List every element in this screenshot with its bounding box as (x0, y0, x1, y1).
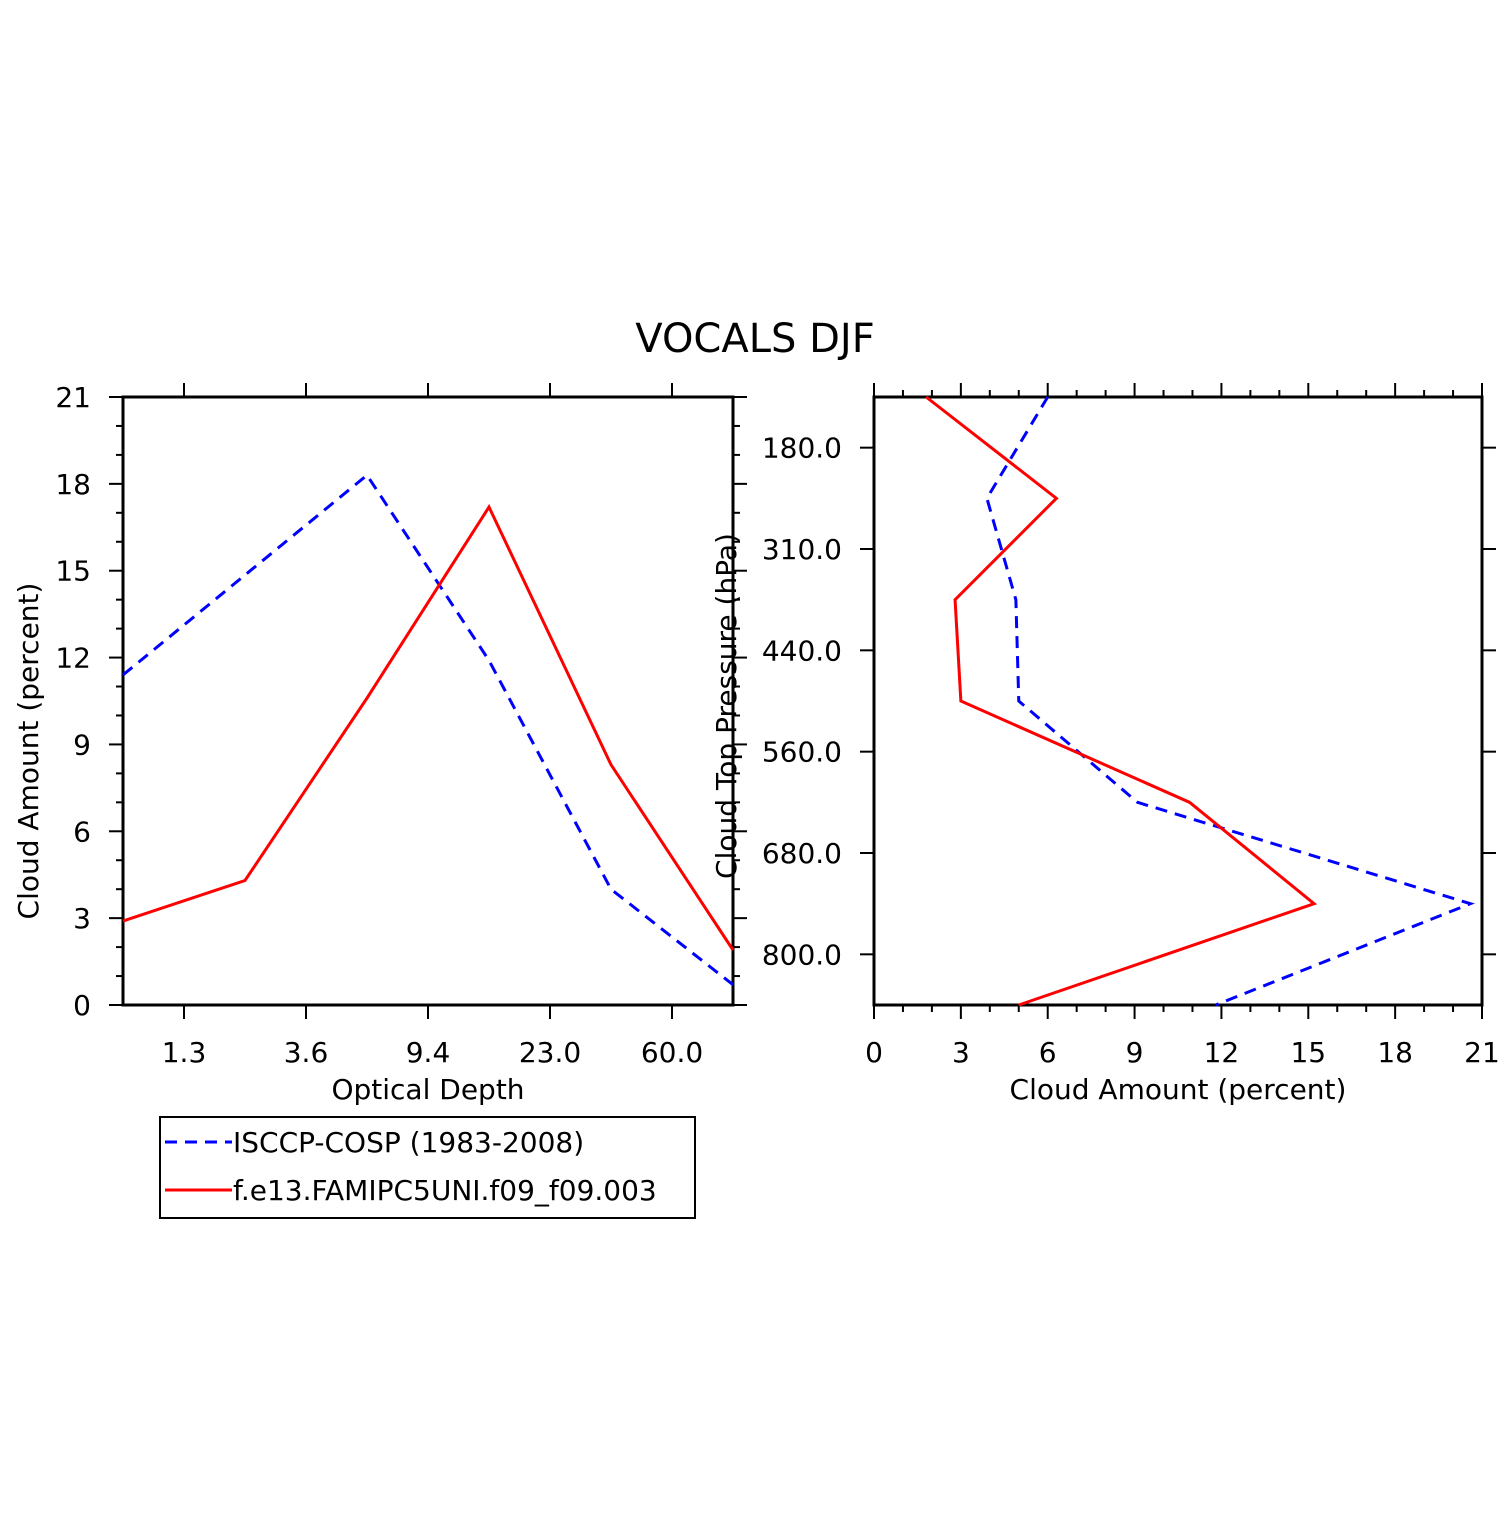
figure-title: VOCALS DJF (635, 316, 874, 362)
left-y-tick-label: 18 (55, 468, 91, 501)
right-y-tick-label: 560.0 (762, 736, 842, 769)
left-y-tick-label: 15 (55, 555, 91, 588)
right-x-tick-label: 12 (1204, 1036, 1240, 1069)
left-y-tick-label: 12 (55, 642, 91, 675)
right-y-tick-label: 800.0 (762, 938, 842, 971)
left-x-tick-label: 60.0 (641, 1036, 703, 1069)
right-plot-frame (874, 397, 1482, 1005)
right-series-line-1 (926, 397, 1314, 1005)
left-x-tick-label: 1.3 (162, 1036, 207, 1069)
left-plot-frame (123, 397, 733, 1005)
left-x-tick-label: 3.6 (284, 1036, 329, 1069)
right-x-tick-label: 6 (1039, 1036, 1057, 1069)
right-y-axis-title: Cloud Top Pressure (hPa) (710, 533, 743, 879)
right-x-tick-label: 21 (1464, 1036, 1500, 1069)
left-series-line-0 (123, 475, 733, 985)
pressure-panel: 0 3 6 9 12 15 18 21 180.0 310.0 440.0 560.0 680.0 800… (710, 383, 1500, 1106)
right-y-tick-label: 310.0 (762, 533, 842, 566)
right-x-axis-title: Cloud Amount (percent) (1010, 1073, 1347, 1106)
right-y-tick-label: 180.0 (762, 432, 842, 465)
left-y-axis-title: Cloud Amount (percent) (12, 583, 45, 920)
legend-label-model: f.e13.FAMIPC5UNI.f09_f09.003 (233, 1174, 657, 1207)
left-y-tick-label: 0 (73, 989, 91, 1022)
right-y-tick-label: 440.0 (762, 634, 842, 667)
right-series-line-0 (987, 397, 1471, 1005)
legend: ISCCP-COSP (1983-2008) f.e13.FAMIPC5UNI.… (160, 1117, 695, 1218)
left-series-line-1 (123, 507, 733, 950)
left-y-tick-label: 9 (73, 728, 91, 761)
left-x-axis-title: Optical Depth (331, 1073, 524, 1106)
left-x-tick-label: 9.4 (406, 1036, 451, 1069)
left-y-tick-label: 3 (73, 902, 91, 935)
right-x-tick-label: 3 (952, 1036, 970, 1069)
right-x-tick-label: 0 (865, 1036, 883, 1069)
left-y-tick-label: 21 (55, 381, 91, 414)
left-x-tick-label: 23.0 (519, 1036, 581, 1069)
right-y-tick-label: 680.0 (762, 837, 842, 870)
optical-depth-panel: 0 3 6 9 12 15 18 21 1.3 3.6 9.4 23.0 60.0 Optical Dep… (12, 381, 747, 1106)
right-x-tick-label: 18 (1377, 1036, 1413, 1069)
right-x-tick-label: 15 (1290, 1036, 1326, 1069)
right-x-tick-label: 9 (1126, 1036, 1144, 1069)
legend-label-isccp: ISCCP-COSP (1983-2008) (233, 1126, 584, 1159)
left-y-tick-label: 6 (73, 815, 91, 848)
